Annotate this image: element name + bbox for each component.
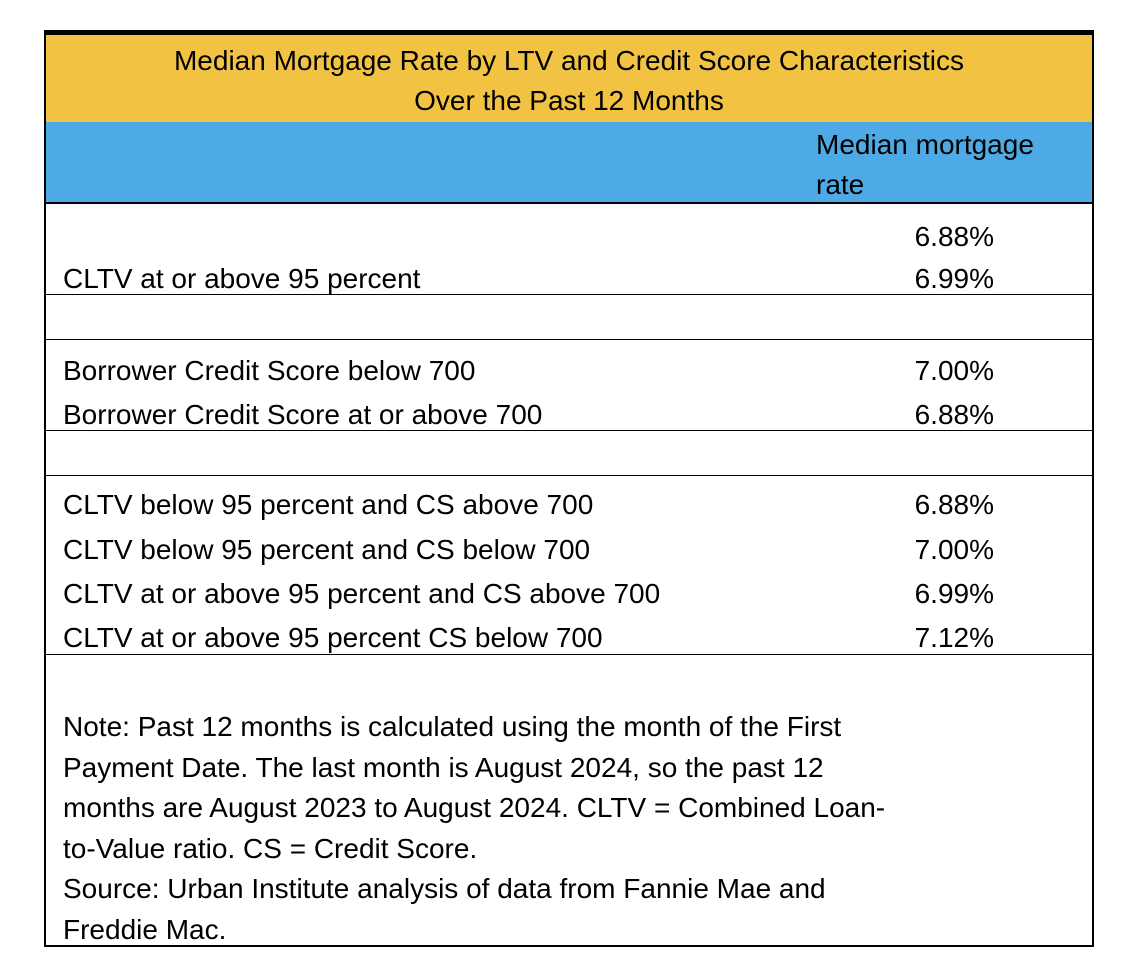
table-title: Median Mortgage Rate by LTV and Credit S…	[46, 35, 1092, 122]
title-line: Median Mortgage Rate by LTV and Credit S…	[173, 45, 965, 76]
row-label: CLTV at or above 95 percent	[63, 263, 421, 294]
row-label: CLTV below 95 percent and CS below 700	[63, 534, 591, 565]
header-line: Median mortgage	[816, 129, 1034, 160]
row-divider	[46, 475, 1092, 476]
row-value: 6.99%	[914, 263, 994, 294]
table-row: CLTV below 95 percent and CS below 700 7.…	[46, 528, 1092, 572]
table-row: CLTV at or above 95 percent and CS above…	[46, 572, 1092, 616]
source-line: Freddie Mac.	[63, 913, 227, 945]
note-line: Payment Date. The last month is August 2…	[63, 751, 824, 783]
table-row: Borrower Credit Score below 700 7.00%	[46, 349, 1092, 393]
source-line: Source: Urban Institute analysis of data…	[63, 873, 826, 904]
table-row: CLTV at or above 95 percent 6.99%	[46, 257, 1092, 301]
table-row: 6.88%	[46, 215, 1092, 259]
row-label: Borrower Credit Score below 700	[63, 355, 476, 386]
row-label: CLTV at or above 95 percent and CS above…	[63, 578, 661, 609]
table-row: CLTV below 95 percent and CS above 700 6.…	[46, 483, 1092, 527]
row-divider	[46, 294, 1092, 295]
row-label: CLTV below 95 percent and CS above 700	[63, 489, 594, 520]
row-divider	[46, 430, 1092, 431]
row-label: CLTV at or above 95 percent CS below 700	[63, 622, 603, 653]
row-label: Borrower Credit Score at or above 700	[63, 399, 543, 430]
table-row: Borrower Credit Score at or above 700 6.8…	[46, 393, 1092, 437]
note-line: to-Value ratio. CS = Credit Score.	[63, 832, 478, 864]
row-value: 6.88%	[914, 399, 994, 430]
mortgage-rate-table: Median Mortgage Rate by LTV and Credit S…	[44, 30, 1094, 947]
row-value: 6.88%	[914, 221, 994, 252]
column-header-row: Median mortgage rate	[46, 122, 1092, 204]
row-value: 7.00%	[914, 355, 994, 386]
row-value: 7.00%	[914, 534, 994, 565]
title-line: Over the Past 12 Months	[414, 85, 724, 116]
row-value: 6.88%	[914, 489, 994, 520]
row-value: 6.99%	[914, 578, 994, 609]
row-divider	[46, 654, 1092, 655]
note-line: months are August 2023 to August 2024. C…	[63, 792, 886, 823]
note-line: Note: Past 12 months is calculated using…	[63, 711, 842, 742]
row-divider	[46, 339, 1092, 340]
row-value: 7.12%	[914, 622, 994, 653]
table-row: CLTV at or above 95 percent CS below 700…	[46, 616, 1092, 660]
table-note: Note: Past 12 months is calculated using…	[63, 707, 1023, 950]
header-line: rate	[816, 169, 865, 200]
column-header-median-rate: Median mortgage rate	[816, 125, 1086, 205]
